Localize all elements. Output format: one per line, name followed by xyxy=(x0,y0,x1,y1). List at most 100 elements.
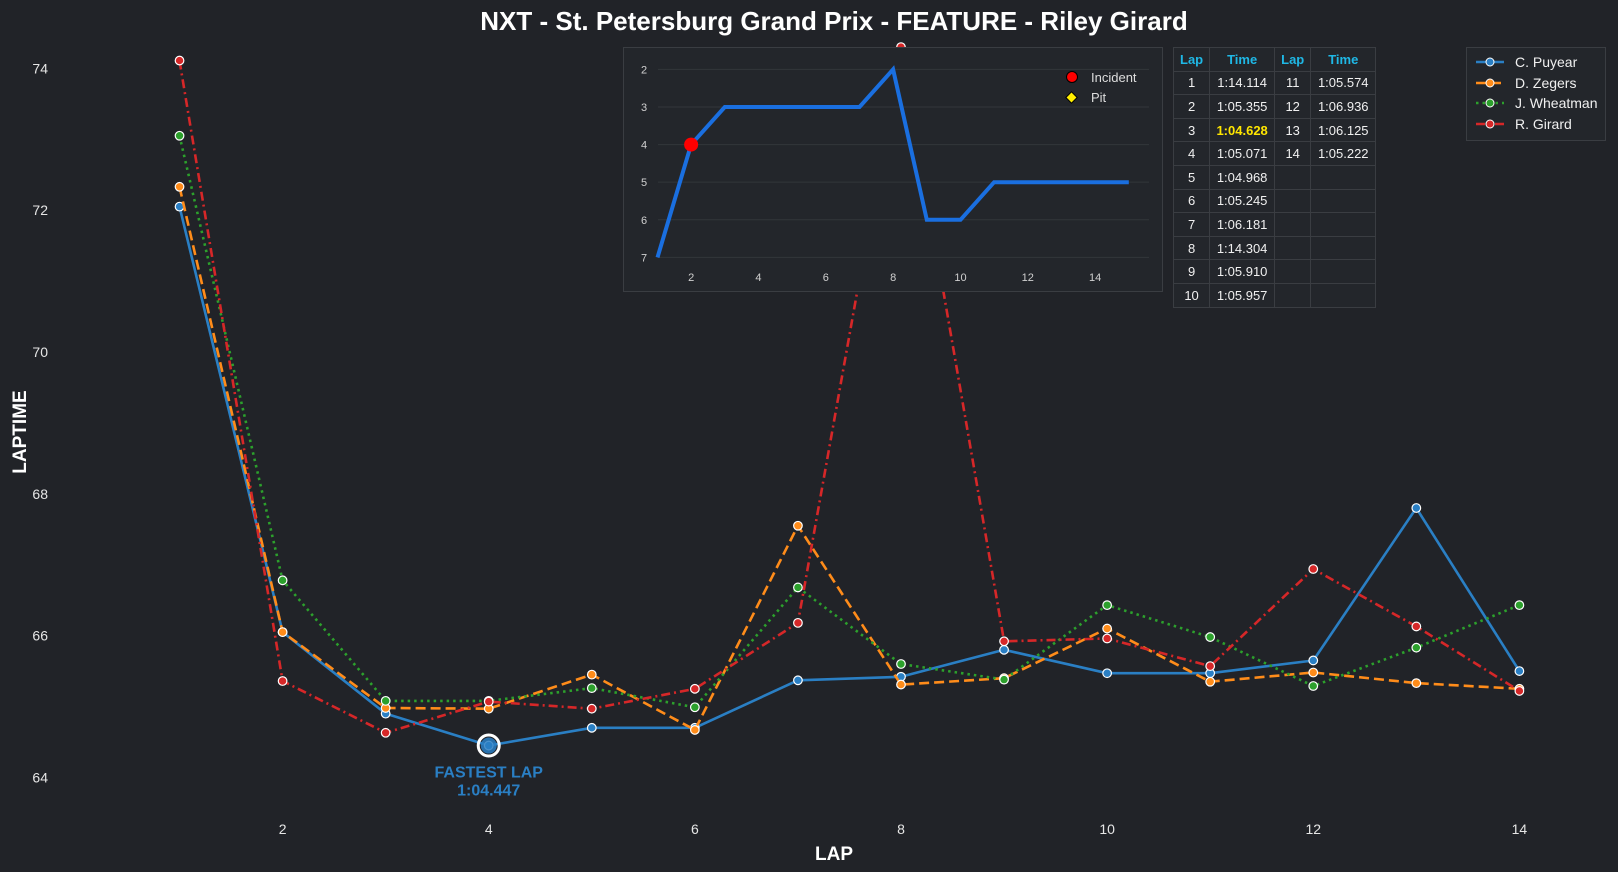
data-point xyxy=(896,679,906,690)
x-tick-label: 4 xyxy=(485,821,493,837)
data-point xyxy=(1411,503,1422,513)
series-line xyxy=(178,45,1521,735)
data-point xyxy=(586,683,597,694)
data-point xyxy=(793,617,803,628)
data-point xyxy=(380,727,391,738)
table-row: 5 1:04.968 xyxy=(1172,164,1377,190)
lap-number-cell: 6 xyxy=(1172,188,1211,214)
data-point xyxy=(1308,667,1319,678)
legend-swatch xyxy=(1476,78,1504,87)
x-tick-label: 14 xyxy=(1512,821,1528,837)
y-axis-label: LAPTIME xyxy=(10,390,31,473)
lap-number-cell: 4 xyxy=(1172,141,1211,166)
series-d-zegers xyxy=(174,181,1525,735)
position-line xyxy=(655,65,1129,258)
lap-time-cell xyxy=(1310,164,1377,190)
lap-time-cell xyxy=(1310,188,1377,214)
lap-time-cell: 1:14.114 xyxy=(1209,70,1276,96)
table-header-lap: Lap xyxy=(1172,47,1211,72)
data-point xyxy=(277,627,288,637)
legend-swatch xyxy=(1476,119,1504,128)
lap-number-cell: 7 xyxy=(1172,212,1211,237)
data-point xyxy=(689,725,700,735)
fastest-lap-marker xyxy=(476,733,501,758)
legend-swatch xyxy=(1476,98,1504,108)
data-point xyxy=(793,520,803,531)
legend-label: C. Puyear xyxy=(1515,54,1578,70)
x-tick-label: 12 xyxy=(1305,821,1321,837)
lap-number-cell xyxy=(1274,188,1312,214)
lap-time-cell: 1:06.125 xyxy=(1310,117,1377,143)
data-point xyxy=(174,181,185,192)
lap-number-cell: 12 xyxy=(1274,94,1312,119)
x-tick-label: 2 xyxy=(279,821,287,837)
lap-number-cell: 2 xyxy=(1172,94,1211,119)
lap-number-cell: 11 xyxy=(1274,70,1312,96)
data-point xyxy=(1102,600,1113,611)
series-line xyxy=(178,186,1520,732)
lap-time-cell: 1:06.181 xyxy=(1209,212,1276,237)
legend-label: D. Zegers xyxy=(1515,74,1577,91)
data-point xyxy=(896,659,906,669)
lap-number-cell: 14 xyxy=(1274,141,1312,166)
data-point xyxy=(793,675,803,686)
y-tick-label: 74 xyxy=(32,60,48,76)
lap-time-cell: 1:05.245 xyxy=(1209,188,1276,214)
data-point xyxy=(586,703,597,714)
lap-time-cell: 1:05.910 xyxy=(1209,259,1276,284)
data-point xyxy=(1205,661,1216,672)
legend-swatch xyxy=(1476,57,1504,67)
lap-number-cell xyxy=(1274,164,1312,190)
lap-number-cell xyxy=(1274,282,1312,308)
lap-time-cell xyxy=(1310,282,1377,308)
series-line xyxy=(178,206,1521,747)
data-point xyxy=(1514,686,1525,696)
x-axis-label: LAP xyxy=(815,844,853,865)
inset-x-tick-label: 12 xyxy=(1022,272,1034,284)
lap-time-cell: 1:05.222 xyxy=(1310,141,1377,166)
table-row: 10 1:05.957 xyxy=(1172,282,1377,308)
data-point xyxy=(999,674,1009,685)
lap-number-cell: 5 xyxy=(1172,164,1211,190)
table-row: 6 1:05.245 xyxy=(1172,188,1377,214)
fastest-lap-value: 1:04.447 xyxy=(457,783,520,800)
table-row: 4 1:05.071 14 1:05.222 xyxy=(1172,141,1377,166)
data-point xyxy=(174,130,185,141)
x-tick-label: 6 xyxy=(691,821,699,837)
table-row: 1 1:14.114 11 1:05.574 xyxy=(1172,70,1377,96)
lap-time-cell xyxy=(1310,235,1377,261)
lap-time-cell: 1:05.355 xyxy=(1209,94,1276,119)
data-point xyxy=(999,636,1009,647)
lap-times-table: Lap Time Lap Time 1 1:14.114 11 1:05.574 2 1:… xyxy=(1172,47,1377,308)
data-point xyxy=(1205,632,1216,642)
inset-x-tick-label: 14 xyxy=(1089,272,1101,284)
data-point xyxy=(689,702,700,713)
position-chart: 2 3 4 5 6 7 2 4 6 8 10 12 14 Incident Pit xyxy=(641,64,1149,284)
lap-time-cell: 1:14.304 xyxy=(1209,235,1276,261)
lap-number-cell: 9 xyxy=(1172,259,1211,284)
legend-item-d-zegers: D. Zegers xyxy=(1475,73,1576,93)
fastest-lap-dot xyxy=(480,737,497,754)
table-row: 2 1:05.355 12 1:06.936 xyxy=(1172,94,1377,119)
data-point xyxy=(793,582,803,593)
data-point xyxy=(1308,681,1319,691)
inset-y-tick-label: 7 xyxy=(641,252,647,264)
table-header-time: Time xyxy=(1209,47,1276,72)
legend-item-r-girard: R. Girard xyxy=(1475,114,1572,134)
data-point xyxy=(277,676,288,686)
main-legend: C. Puyear D. Zegers J. Wheatman R. Girard xyxy=(1466,47,1606,141)
series-r-girard xyxy=(174,42,1525,738)
y-tick-label: 72 xyxy=(32,202,48,218)
lap-number-cell xyxy=(1274,235,1312,261)
inset-x-tick-label: 6 xyxy=(823,272,829,284)
x-tick-label: 10 xyxy=(1099,821,1115,837)
y-tick-label: 70 xyxy=(32,344,48,360)
data-point xyxy=(1102,623,1113,634)
table-row: 8 1:14.304 xyxy=(1172,235,1377,261)
data-point xyxy=(1102,633,1113,644)
inset-y-tick-label: 3 xyxy=(641,102,647,114)
table-row: 7 1:06.181 xyxy=(1172,212,1377,237)
lap-number-cell: 1 xyxy=(1172,70,1211,96)
incident-marker xyxy=(684,137,699,152)
table-header-lap: Lap xyxy=(1274,47,1312,72)
